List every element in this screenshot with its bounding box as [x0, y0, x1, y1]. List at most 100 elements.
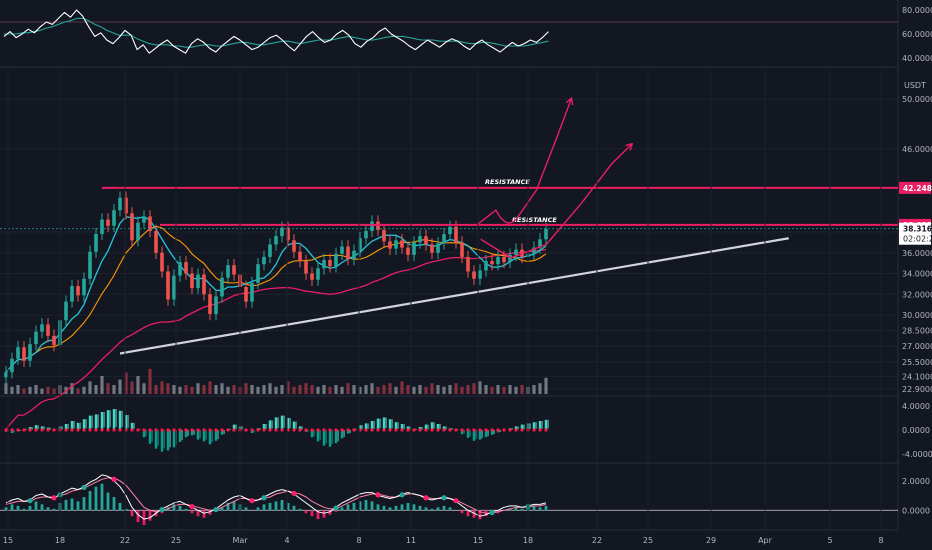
macd-zero-dot: [508, 428, 512, 432]
macd-histogram-bar: [79, 422, 81, 429]
macd-histogram-bar: [373, 421, 375, 429]
macd-zero-dot: [448, 428, 452, 432]
candle-body: [286, 227, 290, 241]
macd-histogram-bar: [421, 427, 423, 430]
macd-histogram-bar: [115, 409, 117, 427]
macd-histogram-bar: [190, 430, 194, 436]
candle-body: [418, 236, 422, 243]
macd-histogram-bar: [283, 415, 285, 428]
macd-zero-dot: [40, 428, 44, 432]
osc-cross-marker: [333, 505, 339, 511]
price-tick-label: 28.5000: [902, 327, 932, 336]
osc-histogram-bar: [226, 502, 230, 511]
macd-zero-dot: [76, 428, 80, 432]
volume-bar: [88, 381, 92, 394]
osc-histogram-bar: [22, 508, 26, 511]
macd-histogram-bar: [67, 424, 69, 430]
osc-histogram-bar: [82, 497, 86, 511]
current-price-tag: [899, 222, 931, 245]
projection-path: [480, 143, 633, 259]
candle-body: [448, 226, 452, 235]
macd-zero-dot: [514, 428, 518, 432]
candle-body: [310, 273, 314, 280]
macd-zero-dot: [340, 428, 344, 432]
candle-body: [532, 247, 536, 254]
macd-zero-dot: [364, 428, 368, 432]
macd-histogram-bar: [463, 430, 465, 434]
macd-histogram-bar: [139, 429, 141, 430]
macd-zero-dot: [256, 428, 260, 432]
macd-histogram-bar: [13, 430, 15, 433]
time-tick-label: 18: [523, 536, 533, 545]
volume-bar: [382, 385, 386, 394]
macd-zero-dot: [454, 428, 458, 432]
volume-bar: [268, 383, 272, 394]
time-tick-label: 29: [706, 536, 716, 545]
macd-zero-dot: [418, 428, 422, 432]
volume-bar: [220, 383, 224, 394]
macd-zero-dot: [184, 428, 188, 432]
osc-histogram-bar: [448, 507, 452, 511]
macd-histogram-bar: [103, 412, 105, 428]
osc-cross-marker: [261, 495, 267, 501]
candle-body: [52, 335, 56, 346]
volume-bar: [172, 385, 176, 394]
macd-zero-dot: [430, 428, 434, 432]
candle-body: [100, 219, 104, 235]
candle-body: [178, 262, 182, 276]
volume-bar: [166, 383, 170, 394]
osc-histogram-bar: [388, 507, 392, 511]
candle-body: [394, 240, 398, 249]
macd-histogram-bar: [220, 430, 224, 435]
volume-bar: [118, 379, 122, 394]
macd-histogram-bar: [205, 430, 207, 440]
candle-body: [382, 229, 386, 242]
volume-bar: [178, 386, 182, 394]
osc-histogram-bar: [364, 499, 368, 511]
macd-histogram-bar: [457, 429, 459, 430]
macd-histogram-bar: [202, 430, 206, 442]
candle-body: [364, 230, 368, 239]
volume-bar: [424, 386, 428, 394]
candle-body: [538, 239, 542, 248]
candle-body: [304, 261, 308, 274]
volume-bar: [46, 386, 50, 394]
candle-body: [508, 254, 512, 263]
candle-countdown: 02:02:24: [903, 235, 932, 244]
macd-histogram-bar: [535, 422, 537, 429]
volume-bar: [52, 388, 56, 394]
osc-histogram-bar: [412, 504, 416, 511]
time-tick-label: 8: [356, 536, 361, 545]
macd-zero-dot: [136, 428, 140, 432]
macd-histogram-bar: [301, 426, 303, 430]
volume-bar: [460, 386, 464, 394]
macd-zero-dot: [172, 428, 176, 432]
macd-histogram-bar: [106, 410, 110, 430]
volume-bar: [418, 385, 422, 394]
macd-histogram-bar: [97, 414, 99, 428]
volume-bar: [250, 385, 254, 394]
resistance-price-tag: [899, 181, 931, 194]
osc-histogram-bar: [196, 510, 200, 517]
macd-histogram-bar: [358, 425, 362, 430]
macd-histogram-bar: [31, 427, 33, 430]
macd-histogram-bar: [343, 430, 345, 438]
macd-histogram-bar: [394, 422, 398, 430]
candle-body: [406, 247, 410, 255]
macd-histogram-bar: [295, 421, 297, 429]
volume-bar: [502, 386, 506, 394]
macd-histogram-bar: [415, 428, 417, 430]
macd-histogram-bar: [280, 415, 284, 430]
candle-body: [82, 278, 86, 296]
candle-body: [190, 273, 194, 289]
candle-body: [4, 372, 8, 378]
volume-bar: [190, 386, 194, 394]
candle-body: [46, 324, 50, 336]
macd-zero-dot: [436, 428, 440, 432]
osc-histogram-bar: [400, 504, 404, 511]
volume-bar: [244, 383, 248, 394]
volume-bar: [412, 386, 416, 394]
osc-histogram-bar: [286, 502, 290, 511]
osc-histogram-bar: [202, 510, 206, 518]
